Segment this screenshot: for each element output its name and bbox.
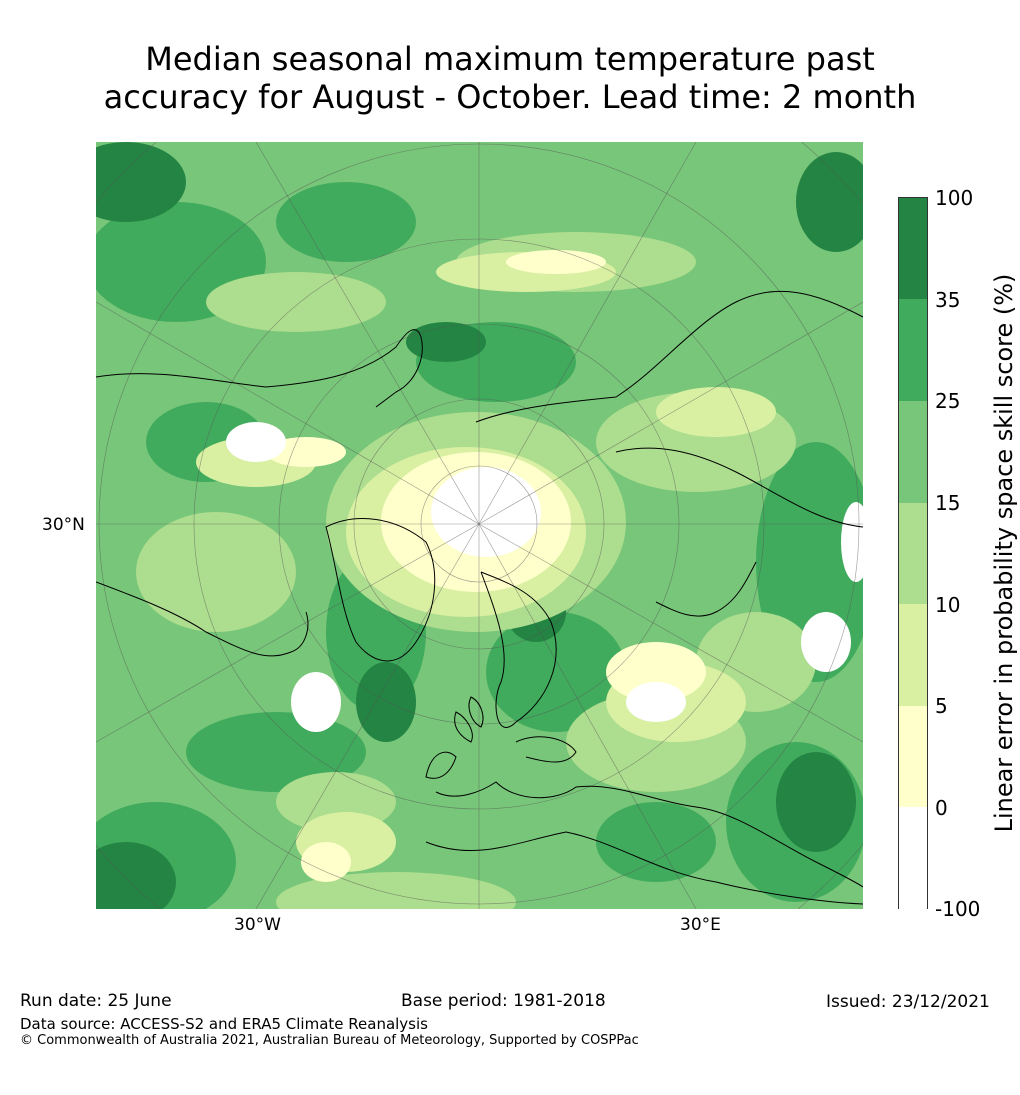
base-period: Base period: 1981-2018 bbox=[401, 991, 606, 1011]
colorbar-tick: 5 bbox=[935, 694, 948, 718]
graticule bbox=[96, 142, 863, 909]
colorbar-tick: 0 bbox=[935, 796, 948, 820]
colorbar-tick: 100 bbox=[935, 186, 974, 210]
colorbar bbox=[898, 197, 928, 910]
colorbar-tick: 10 bbox=[935, 593, 961, 617]
lon-label-30w: 30°W bbox=[234, 915, 281, 935]
map-canvas bbox=[96, 142, 863, 909]
skill-score-map bbox=[96, 142, 863, 909]
data-source: Data source: ACCESS-S2 and ERA5 Climate … bbox=[20, 1015, 428, 1033]
coastlines bbox=[96, 290, 863, 905]
colorbar-band-25-35 bbox=[899, 299, 927, 401]
colorbar-band-35-100 bbox=[899, 198, 927, 299]
run-date: Run date: 25 June bbox=[20, 991, 172, 1011]
copyright-notice: © Commonwealth of Australia 2021, Austra… bbox=[20, 1033, 639, 1048]
colorbar-band-0-5 bbox=[899, 706, 927, 807]
colorbar-tick: -100 bbox=[935, 897, 981, 921]
colorbar-band-10-15 bbox=[899, 503, 927, 604]
title-line-1: Median seasonal maximum temperature past bbox=[145, 40, 875, 78]
lat-label-30n: 30°N bbox=[42, 515, 85, 535]
colorbar-tick: 25 bbox=[935, 389, 961, 413]
chart-title: Median seasonal maximum temperature past… bbox=[0, 40, 1020, 116]
colorbar-band-15-25 bbox=[899, 401, 927, 503]
issued-date: Issued: 23/12/2021 bbox=[826, 992, 990, 1012]
title-line-2: accuracy for August - October. Lead time… bbox=[103, 78, 917, 116]
colorbar-band-5-10 bbox=[899, 604, 927, 706]
colorbar-label: Linear error in probability space skill … bbox=[990, 273, 1018, 833]
lon-label-30e: 30°E bbox=[680, 915, 721, 935]
colorbar-tick: 15 bbox=[935, 491, 961, 515]
colorbar-tick: 35 bbox=[935, 288, 961, 312]
colorbar-band-neg100-0 bbox=[899, 807, 927, 910]
